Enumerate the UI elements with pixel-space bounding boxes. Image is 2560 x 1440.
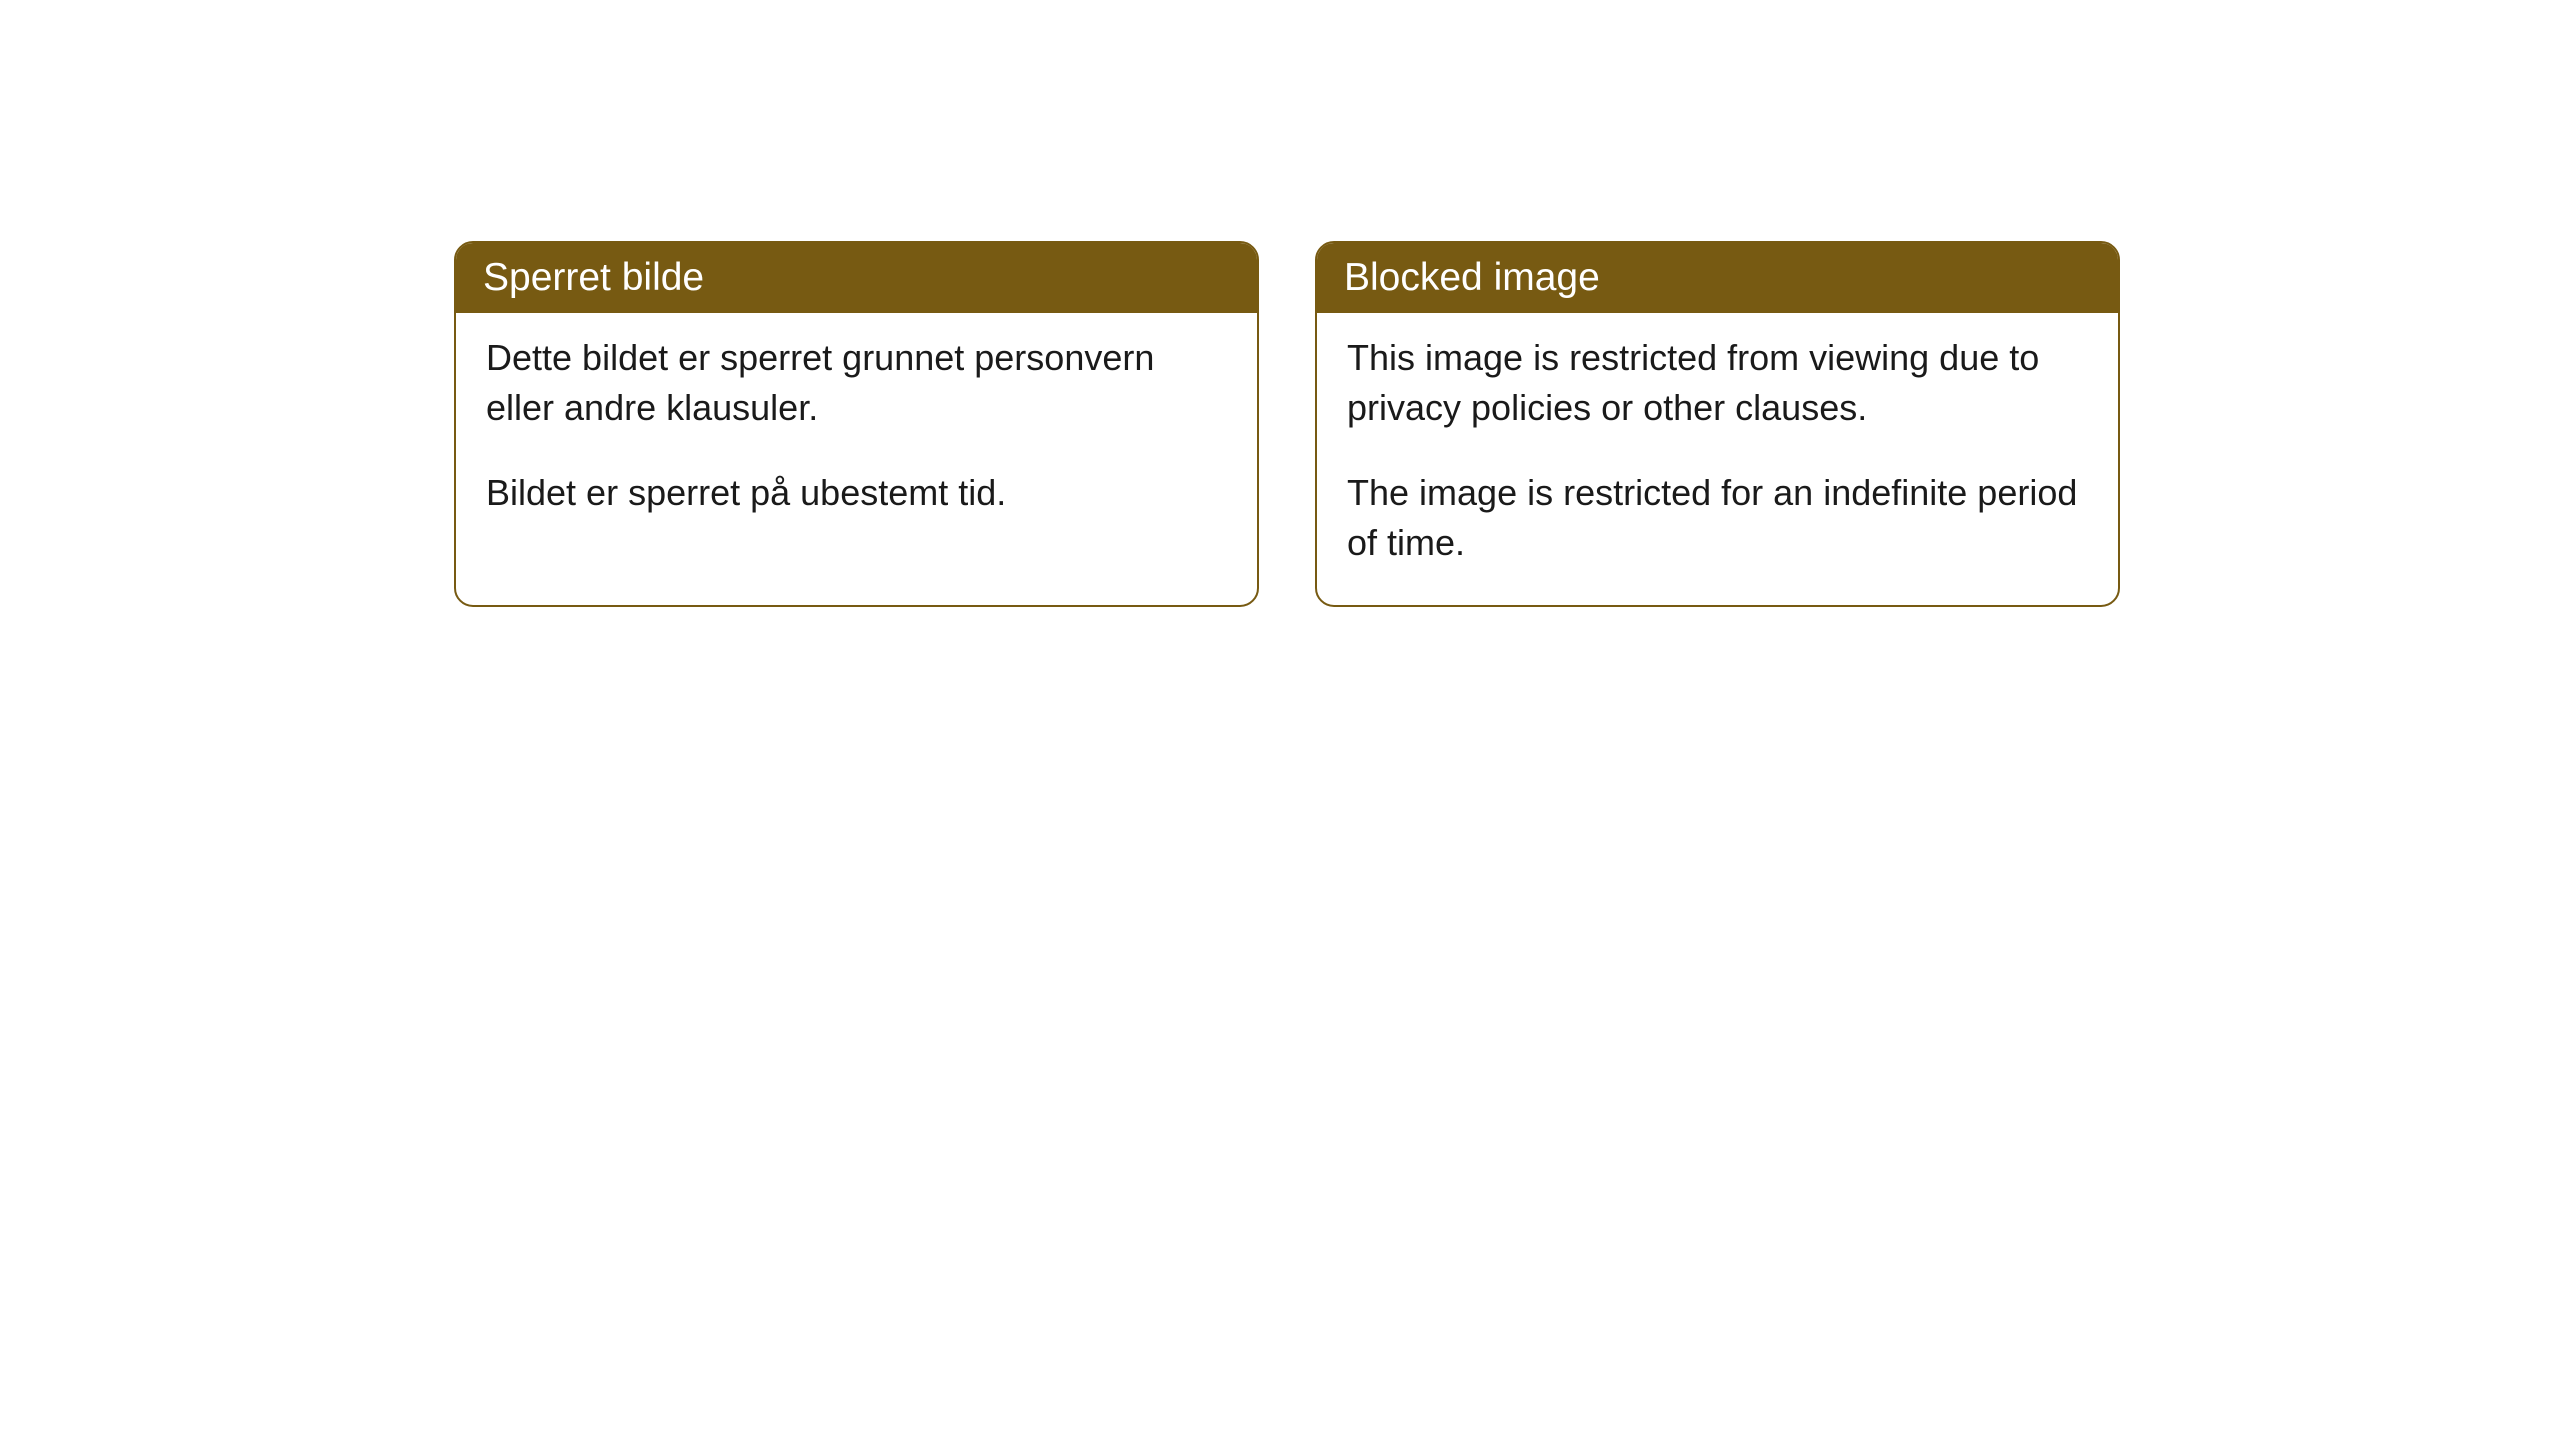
notice-text-line-2: The image is restricted for an indefinit… bbox=[1347, 468, 2088, 567]
notice-text-line-1: Dette bildet er sperret grunnet personve… bbox=[486, 333, 1227, 432]
card-body: This image is restricted from viewing du… bbox=[1317, 313, 2118, 605]
notice-card-norwegian: Sperret bilde Dette bildet er sperret gr… bbox=[454, 241, 1259, 607]
notice-cards-container: Sperret bilde Dette bildet er sperret gr… bbox=[454, 241, 2120, 607]
card-title: Sperret bilde bbox=[456, 243, 1257, 313]
notice-text-line-2: Bildet er sperret på ubestemt tid. bbox=[486, 468, 1227, 518]
card-title: Blocked image bbox=[1317, 243, 2118, 313]
notice-card-english: Blocked image This image is restricted f… bbox=[1315, 241, 2120, 607]
card-body: Dette bildet er sperret grunnet personve… bbox=[456, 313, 1257, 555]
notice-text-line-1: This image is restricted from viewing du… bbox=[1347, 333, 2088, 432]
